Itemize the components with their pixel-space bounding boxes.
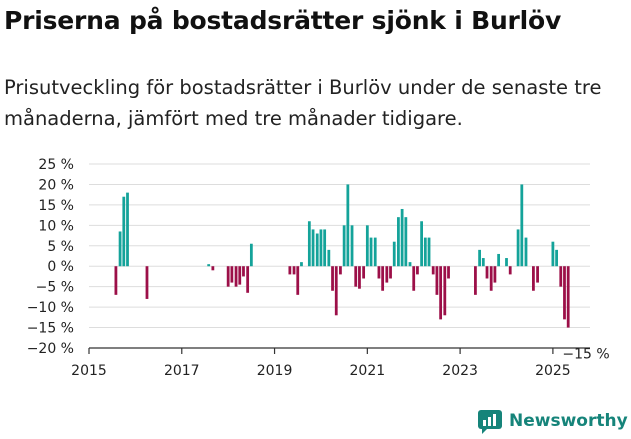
chart-bar [339,266,342,275]
chart-bar [296,266,300,295]
chart-bar [319,229,323,267]
chart-bar [365,225,369,267]
chart-bar [373,237,377,267]
y-tick-label: 10 % [38,218,74,234]
chart-bar [350,225,354,267]
page-subtitle: Prisutveckling för bostadsrätter i Burlö… [4,76,602,130]
chart-bar [443,266,447,316]
x-tick-label: 2021 [350,363,386,379]
x-tick-label: 2025 [535,363,571,379]
chart-bar [114,266,118,295]
y-tick-label: 20 % [38,177,74,193]
chart-bar [369,237,373,267]
chart-bar [532,266,535,291]
chart-bar [292,266,296,275]
chart-bar [516,229,520,267]
chart-bar [520,184,524,267]
chart-bar [412,266,416,291]
chart-bar [404,217,408,267]
chart-bar [211,266,215,271]
chart-bar [385,266,389,283]
chart-bar [559,266,563,287]
chart-bar [551,241,555,267]
chart-bar [408,262,412,267]
chart-bar [389,266,392,279]
chart-bar [354,266,358,287]
chart-bar [481,258,485,267]
brand-name: Newsworthy [509,411,628,431]
y-tick-label: 5 % [47,239,74,255]
brand-logo: Newsworthy [477,408,628,434]
chart-bar [435,266,439,295]
chart-bar [420,221,423,267]
chart-bar [485,266,489,279]
newsworthy-logo-icon [478,410,502,434]
chart-bar [431,266,435,275]
y-tick-label: 25 % [38,157,74,173]
chart-bar [489,266,493,291]
chart-bar [118,231,122,267]
chart-bar [288,266,292,275]
chart-bar [234,266,238,287]
chart-bar [563,266,566,320]
chart-bar [307,221,311,267]
chart-bar [238,266,242,285]
chart-bar [400,208,404,267]
chart-bar [397,217,400,267]
chart-bar [362,266,366,279]
chart-bar [358,266,361,289]
chart-bar [242,266,245,277]
chart-bar [447,266,450,279]
chart-bar [331,266,334,291]
chart-bar [342,225,346,267]
chart-bar [226,266,230,287]
chart-bar [423,237,427,267]
chart-bar [427,237,431,267]
y-tick-label: −15 % [27,321,74,337]
chart-bar [311,229,315,267]
chart-bar [246,266,250,293]
y-tick-label: −5 % [36,280,74,296]
page-title: Priserna på bostadsrätter sjönk i Burlöv [4,6,562,35]
chart-bar [493,266,497,283]
chart-bar [439,266,443,320]
chart-bar [300,262,303,267]
chart-bar [555,249,558,267]
x-tick-label: 2023 [442,363,478,379]
chart-bar [346,184,350,267]
chart-bar [230,266,234,283]
y-tick-label: 0 % [47,259,74,275]
chart-bar [334,266,338,316]
chart-bar [315,233,319,267]
chart-bar [126,192,129,267]
chart-bar [327,249,331,267]
chart-bar [377,266,381,279]
x-tick-label: 2015 [71,363,107,379]
chart-bar [497,253,501,267]
chart-bar [381,266,385,291]
chart-bar [524,237,528,267]
chart-bar [392,241,396,267]
y-tick-label: −10 % [27,300,74,316]
chart-bar [536,266,539,283]
y-tick-label: 15 % [38,198,74,214]
x-tick-label: 2019 [257,363,293,379]
chart-bar [566,266,570,328]
chart-bar [122,196,126,267]
chart-bar [416,266,419,275]
annotation-label: −15 % [562,347,609,363]
chart-bar [207,264,211,267]
y-tick-label: −20 % [27,341,74,357]
chart-bar [145,266,149,299]
chart-bar [474,266,477,295]
chart-bar [478,249,481,267]
x-tick-label: 2017 [164,363,200,379]
chart-bar [508,266,512,275]
chart-bar [505,258,508,267]
chart-bar [249,243,253,267]
chart-bar [323,229,327,267]
